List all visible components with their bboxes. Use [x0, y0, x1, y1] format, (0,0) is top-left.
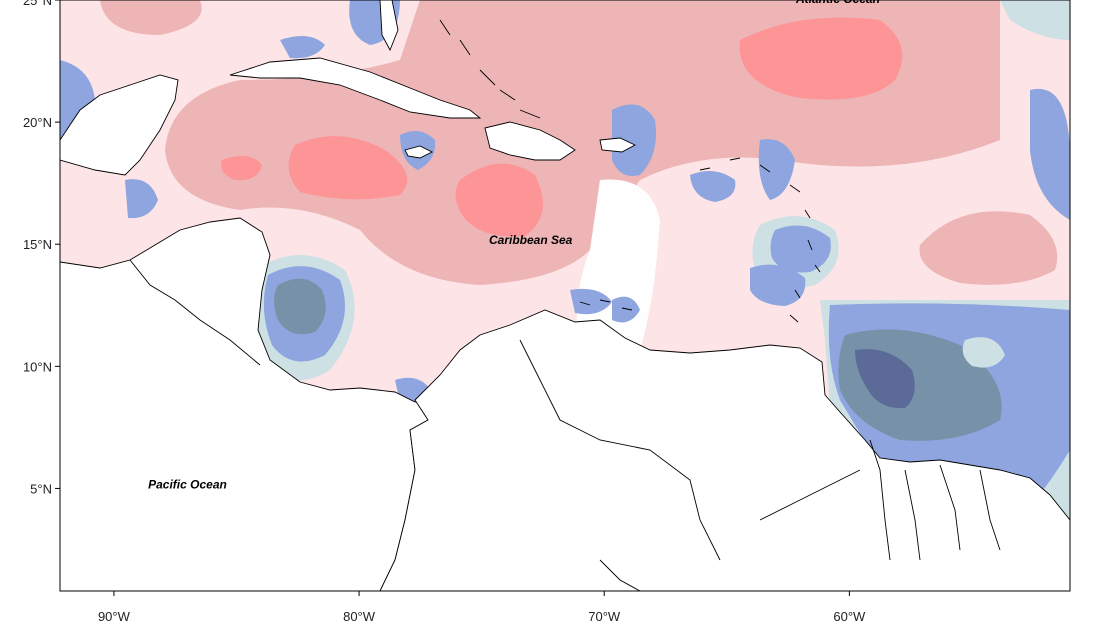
coast-abc-islands [579, 299, 633, 311]
land-layer [60, 0, 1070, 591]
x-tick-label: 70°W [588, 609, 621, 624]
label-caribbean: Caribbean Sea [489, 233, 573, 247]
red-strong-central [455, 163, 543, 237]
y-tick-label: 20°N [23, 115, 52, 130]
blue-light-patch-bonaire [612, 296, 640, 323]
y-tick-label: 10°N [23, 359, 52, 374]
place-labels: Atlantic Ocean Caribbean Sea Pacific Ocean [148, 0, 880, 491]
blue-light-patch-leeward [758, 139, 795, 200]
blue-light-patch-bahamas [280, 36, 325, 59]
blue-faint-patch-east [962, 337, 1005, 368]
coast-country-borders [129, 259, 861, 591]
red-medium-patch-nw [100, 0, 202, 35]
label-atlantic: Atlantic Ocean [795, 0, 880, 6]
axis-ticks: 90°W 80°W 70°W 60°W 25°N 20°N 15°N 10°N 5°N [23, 0, 866, 624]
land-jamaica [404, 145, 434, 159]
plot-frame [59, 0, 1071, 592]
red-strong-small [221, 156, 262, 181]
land-south-america [379, 309, 1070, 591]
coast-lesser-antilles [699, 157, 821, 323]
blue-light-patch-south [750, 264, 806, 306]
land-hispaniola [484, 121, 576, 161]
coast-bahamas [439, 19, 541, 119]
land-florida-keys [379, 0, 399, 52]
red-medium-patch-east [919, 211, 1058, 285]
blue-light-lesser-antilles [770, 225, 831, 273]
label-pacific: Pacific Ocean [148, 477, 227, 491]
y-tick-label: 25°N [23, 0, 52, 8]
blue-strong-guiana [855, 349, 915, 409]
x-tick-label: 80°W [343, 609, 376, 624]
blue-faint-patch-ne [1000, 0, 1070, 40]
land-yucatan [60, 74, 179, 176]
y-tick-label: 5°N [30, 481, 52, 496]
blue-east-edge [1030, 88, 1070, 220]
blue-light-patch-belize [125, 179, 158, 219]
blue-light-patch-virgin [690, 171, 736, 202]
x-tick-label: 90°W [98, 609, 131, 624]
blue-light-puerto-rico [612, 104, 656, 176]
x-tick-label: 60°W [833, 609, 866, 624]
land-puerto-rico [599, 137, 637, 153]
blue-medium-central-america [274, 278, 326, 335]
red-strong-west [288, 136, 408, 200]
land-cuba [229, 57, 482, 119]
y-tick-label: 15°N [23, 237, 52, 252]
coast-guiana-border [869, 439, 1001, 561]
blue-light-patch-aruba [570, 288, 612, 315]
red-strong-atlantic [739, 17, 903, 100]
